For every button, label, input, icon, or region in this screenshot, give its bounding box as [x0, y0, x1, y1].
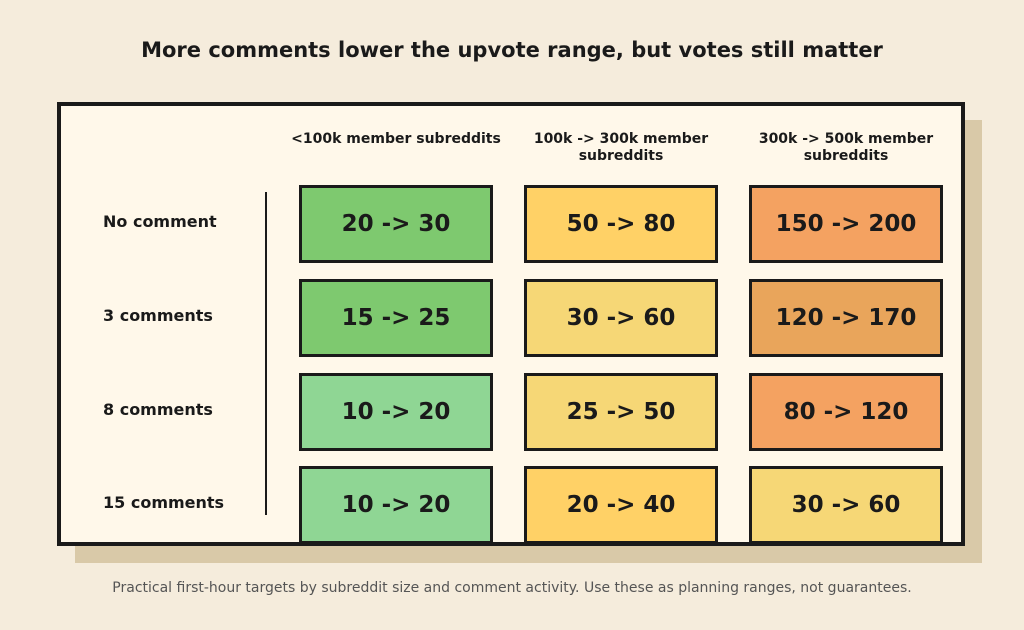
row-label: 3 comments: [103, 306, 213, 325]
range-cell: 80 -> 120: [749, 373, 943, 451]
divider: [265, 192, 267, 515]
range-cell: 25 -> 50: [524, 373, 718, 451]
range-cell: 120 -> 170: [749, 279, 943, 357]
caption: Practical first-hour targets by subreddi…: [112, 580, 912, 596]
range-cell: 10 -> 20: [299, 466, 493, 544]
column-header: 300k -> 500k member subreddits: [758, 131, 934, 164]
range-cell: 30 -> 60: [749, 466, 943, 544]
row-label: No comment: [103, 212, 217, 231]
range-cell: 10 -> 20: [299, 373, 493, 451]
row-label: 15 comments: [103, 493, 225, 512]
column-header: 100k -> 300k member subreddits: [533, 131, 709, 164]
row-label: 8 comments: [103, 400, 213, 419]
range-cell: 30 -> 60: [524, 279, 718, 357]
range-cell: 20 -> 30: [299, 185, 493, 263]
range-cell: 20 -> 40: [524, 466, 718, 544]
range-cell: 50 -> 80: [524, 185, 718, 263]
title: More comments lower the upvote range, bu…: [141, 38, 883, 62]
column-header: <100k member subreddits: [291, 131, 501, 147]
range-cell: 15 -> 25: [299, 279, 493, 357]
range-cell: 150 -> 200: [749, 185, 943, 263]
